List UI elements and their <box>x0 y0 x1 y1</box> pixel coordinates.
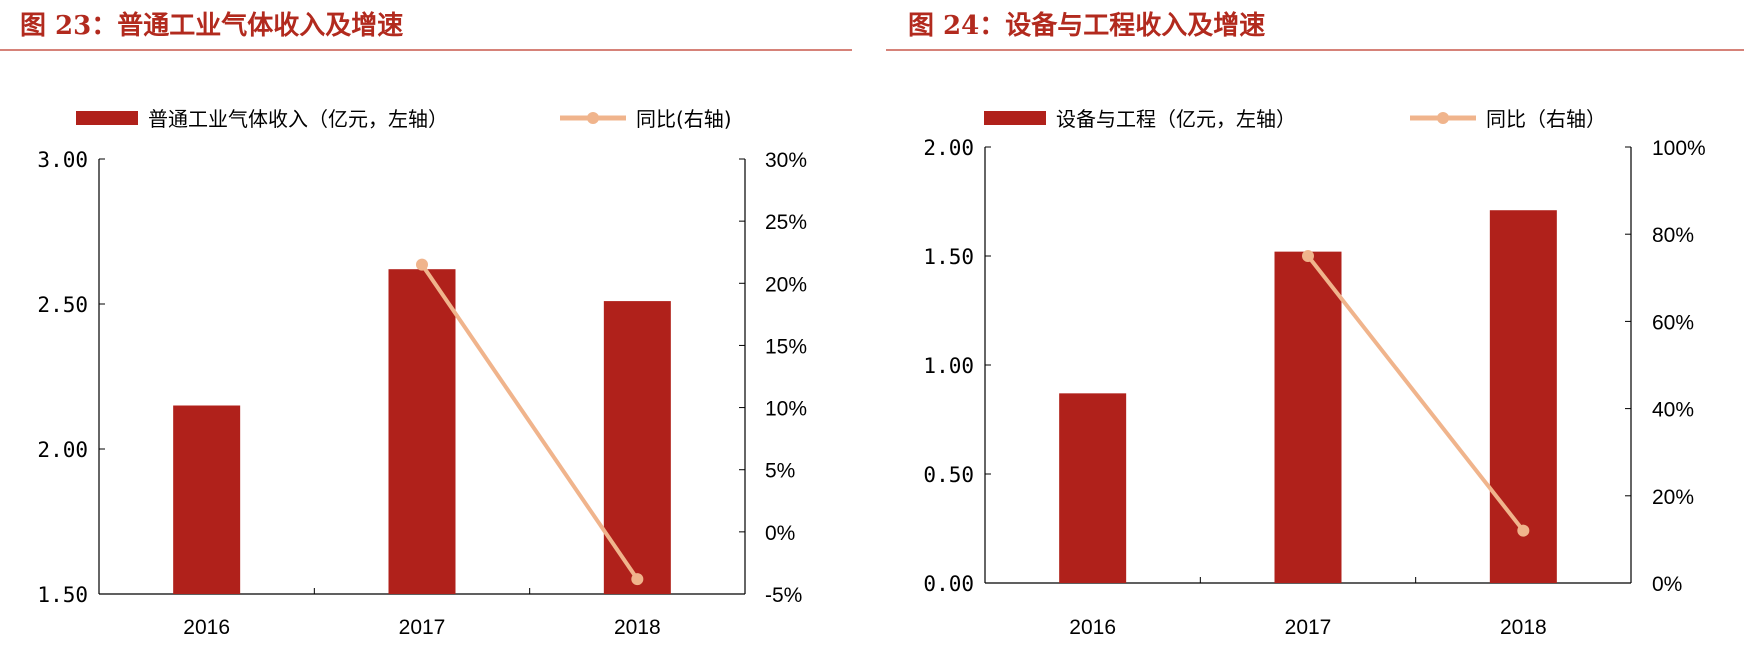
x-tick-label: 2018 <box>614 616 661 639</box>
chart-title: 图 23：普通工业气体收入及增速 <box>20 10 403 41</box>
left-tick-label: 0.00 <box>923 572 974 596</box>
x-tick-label: 2016 <box>183 616 230 639</box>
right-tick-label: 0% <box>765 522 795 545</box>
x-tick-label: 2016 <box>1069 616 1116 639</box>
legend-line-label: 同比(右轴) <box>636 107 732 131</box>
bar-2018 <box>603 301 671 594</box>
yoy-line <box>1306 254 1525 532</box>
right-tick-label: 40% <box>1652 399 1694 422</box>
yoy-point <box>1517 524 1530 537</box>
bar-2016 <box>1059 393 1127 583</box>
left-tick-label: 3.00 <box>37 148 88 172</box>
legend-line-label: 同比（右轴） <box>1486 107 1606 131</box>
chart-title: 图 24：设备与工程收入及增速 <box>908 10 1265 41</box>
right-tick-label: 20% <box>765 273 807 296</box>
left-tick-label: 1.50 <box>37 583 88 607</box>
legend-bar-swatch <box>984 111 1046 125</box>
yoy-line <box>420 263 639 581</box>
left-tick-label: 1.00 <box>923 354 974 378</box>
right-tick-label: 10% <box>765 398 807 421</box>
right-tick-label: 25% <box>765 211 807 234</box>
left-tick-label: 2.00 <box>37 438 88 462</box>
right-tick-label: 15% <box>765 335 807 358</box>
x-tick-label: 2017 <box>1285 616 1332 639</box>
left-tick-label: 0.50 <box>923 463 974 487</box>
legend-bar-label: 设备与工程（亿元，左轴） <box>1056 107 1296 131</box>
right-tick-label: 100% <box>1652 137 1706 160</box>
yoy-point <box>1302 250 1314 262</box>
right-tick-label: 5% <box>765 460 795 483</box>
right-tick-label: 80% <box>1652 224 1694 247</box>
bar-2017 <box>388 269 456 594</box>
legend-bar-label: 普通工业气体收入（亿元，左轴） <box>148 107 448 131</box>
bar-2017 <box>1274 251 1342 583</box>
left-tick-label: 2.00 <box>923 136 974 160</box>
x-tick-label: 2017 <box>399 616 446 639</box>
x-tick-label: 2018 <box>1500 616 1547 639</box>
legend-bar-swatch <box>76 111 138 125</box>
left-tick-label: 2.50 <box>37 293 88 317</box>
legend-line-marker <box>1437 112 1449 124</box>
legend-line-marker <box>587 112 599 124</box>
yoy-point <box>631 573 644 586</box>
yoy-point <box>416 258 428 271</box>
right-tick-label: 30% <box>765 149 807 172</box>
left-tick-label: 1.50 <box>923 245 974 269</box>
bar-2018 <box>1489 210 1557 583</box>
right-tick-label: 20% <box>1652 486 1694 509</box>
right-tick-label: 60% <box>1652 311 1694 334</box>
bar-2016 <box>173 405 241 594</box>
right-tick-label: -5% <box>765 584 802 607</box>
right-tick-label: 0% <box>1652 573 1682 596</box>
